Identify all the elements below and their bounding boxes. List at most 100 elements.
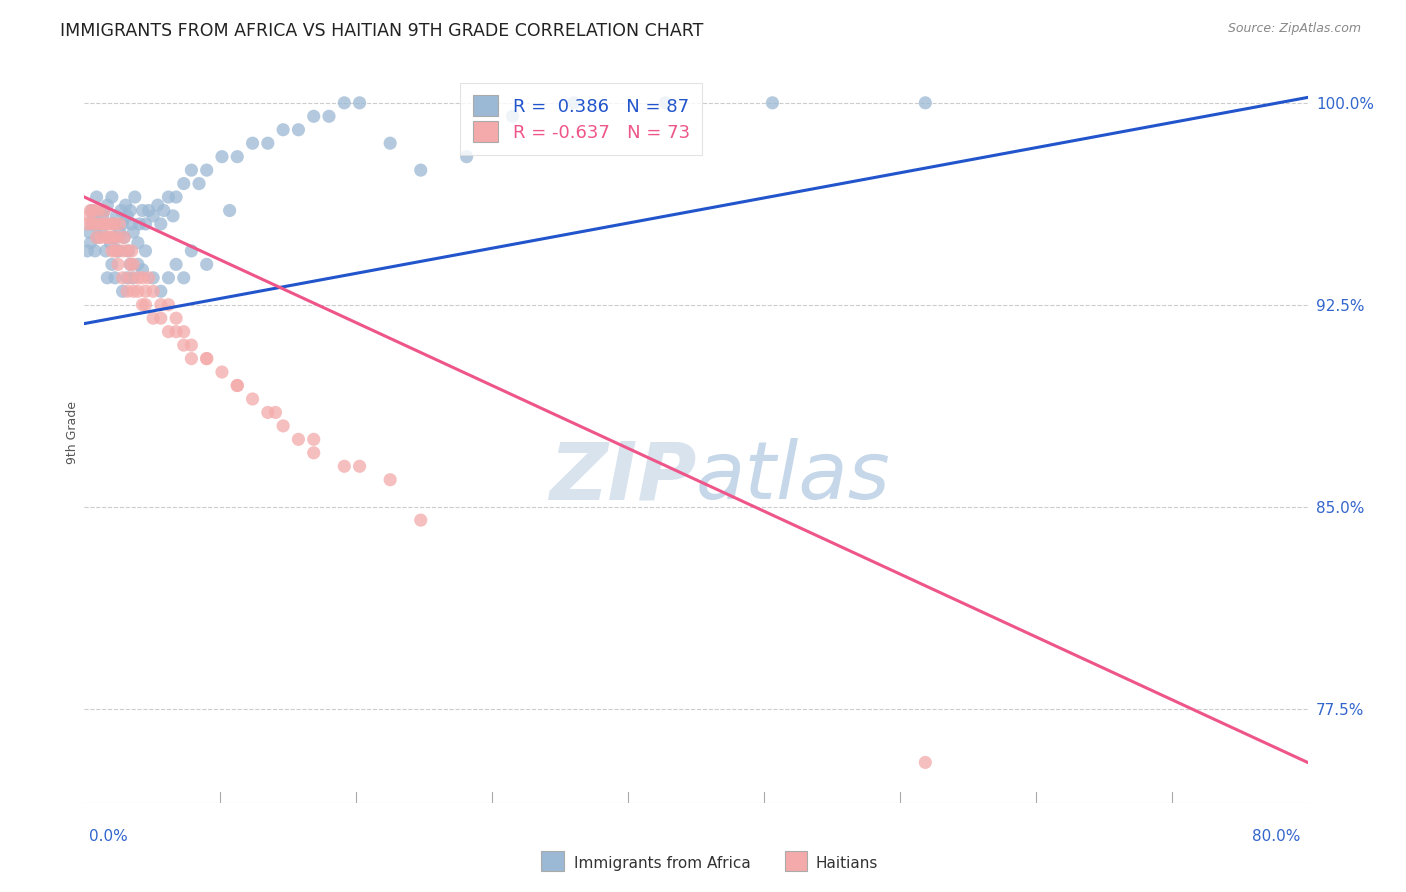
- Point: [104, 244, 127, 258]
- Point: [165, 190, 187, 204]
- Point: [97, 230, 120, 244]
- Point: [914, 756, 936, 770]
- Point: [124, 190, 146, 204]
- Point: [287, 433, 309, 447]
- Point: [122, 225, 145, 239]
- Point: [131, 270, 153, 285]
- Point: [318, 109, 340, 123]
- Point: [104, 217, 127, 231]
- Point: [115, 285, 138, 299]
- Point: [120, 270, 142, 285]
- Point: [105, 244, 128, 258]
- Point: [188, 177, 211, 191]
- Point: [302, 446, 325, 460]
- Point: [122, 257, 145, 271]
- Point: [195, 351, 218, 366]
- Point: [211, 150, 233, 164]
- Point: [122, 285, 145, 299]
- Point: [115, 209, 138, 223]
- Point: [83, 209, 105, 223]
- Point: [80, 217, 103, 231]
- Point: [107, 257, 129, 271]
- Point: [287, 122, 309, 136]
- Point: [180, 163, 202, 178]
- Point: [173, 270, 195, 285]
- Point: [349, 459, 371, 474]
- Point: [165, 311, 187, 326]
- Point: [84, 217, 107, 231]
- Point: [153, 203, 176, 218]
- Point: [98, 230, 121, 244]
- Point: [120, 257, 142, 271]
- Point: [107, 244, 129, 258]
- Point: [409, 513, 432, 527]
- Point: [131, 203, 153, 218]
- Point: [112, 230, 135, 244]
- Point: [165, 257, 187, 271]
- Point: [333, 95, 356, 110]
- Point: [87, 230, 110, 244]
- Point: [96, 230, 118, 244]
- Point: [101, 257, 124, 271]
- Point: [349, 95, 371, 110]
- Point: [380, 136, 402, 151]
- Point: [96, 198, 118, 212]
- Point: [257, 405, 280, 419]
- Point: [112, 230, 135, 244]
- Point: [127, 235, 149, 250]
- Y-axis label: 9th Grade: 9th Grade: [66, 401, 79, 464]
- Point: [149, 311, 172, 326]
- Point: [142, 285, 165, 299]
- Point: [86, 190, 108, 204]
- Point: [195, 163, 218, 178]
- Point: [90, 230, 112, 244]
- Point: [104, 270, 127, 285]
- Point: [135, 298, 157, 312]
- Point: [96, 270, 118, 285]
- Point: [138, 203, 160, 218]
- Point: [94, 244, 117, 258]
- Point: [157, 325, 180, 339]
- Point: [180, 244, 202, 258]
- Point: [114, 198, 136, 212]
- Point: [79, 203, 101, 218]
- Point: [654, 95, 676, 110]
- Point: [157, 298, 180, 312]
- Point: [101, 244, 124, 258]
- Point: [242, 392, 264, 406]
- Text: Haitians: Haitians: [815, 856, 877, 871]
- Point: [107, 230, 129, 244]
- Point: [107, 244, 129, 258]
- Point: [128, 217, 150, 231]
- Point: [135, 285, 157, 299]
- Point: [226, 378, 249, 392]
- Text: atlas: atlas: [696, 438, 891, 516]
- Point: [142, 270, 165, 285]
- Point: [562, 95, 585, 110]
- Point: [165, 325, 187, 339]
- Point: [409, 163, 432, 178]
- Point: [111, 285, 134, 299]
- Point: [115, 270, 138, 285]
- Text: IMMIGRANTS FROM AFRICA VS HAITIAN 9TH GRADE CORRELATION CHART: IMMIGRANTS FROM AFRICA VS HAITIAN 9TH GR…: [60, 22, 704, 40]
- Point: [226, 378, 249, 392]
- Point: [86, 230, 108, 244]
- Point: [271, 418, 294, 433]
- Point: [146, 198, 169, 212]
- Point: [257, 136, 280, 151]
- Point: [761, 95, 783, 110]
- Point: [218, 203, 240, 218]
- Point: [173, 325, 195, 339]
- Point: [76, 244, 98, 258]
- Point: [94, 217, 117, 231]
- Point: [173, 338, 195, 352]
- Point: [302, 433, 325, 447]
- Point: [914, 95, 936, 110]
- Point: [135, 244, 157, 258]
- Point: [142, 209, 165, 223]
- Text: 0.0%: 0.0%: [89, 830, 128, 844]
- Point: [149, 285, 172, 299]
- Point: [101, 217, 124, 231]
- Point: [380, 473, 402, 487]
- Point: [89, 217, 111, 231]
